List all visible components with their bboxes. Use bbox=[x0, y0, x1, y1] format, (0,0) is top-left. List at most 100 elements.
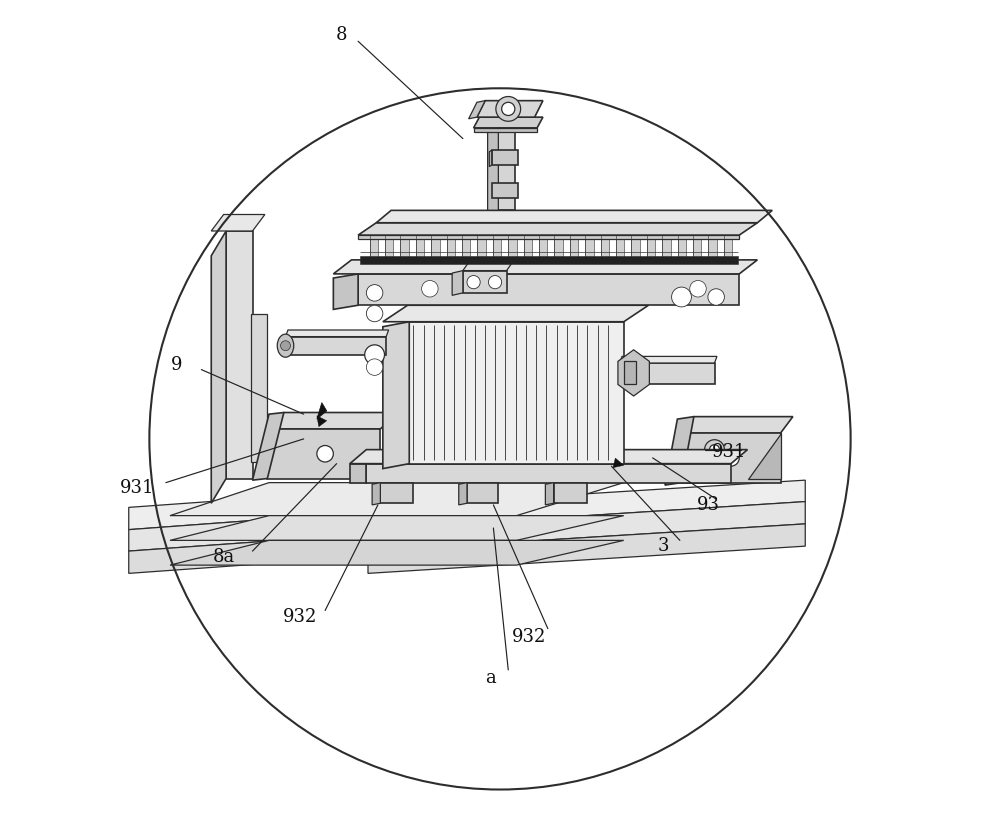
Text: 932: 932 bbox=[512, 628, 546, 646]
Polygon shape bbox=[492, 150, 518, 165]
Polygon shape bbox=[447, 235, 455, 260]
Circle shape bbox=[488, 276, 502, 289]
Polygon shape bbox=[620, 356, 717, 363]
Ellipse shape bbox=[277, 334, 294, 357]
Circle shape bbox=[705, 440, 724, 460]
Polygon shape bbox=[383, 322, 409, 469]
Polygon shape bbox=[554, 235, 563, 260]
Circle shape bbox=[366, 285, 383, 301]
Polygon shape bbox=[469, 101, 485, 119]
Polygon shape bbox=[360, 256, 738, 264]
Polygon shape bbox=[462, 235, 470, 260]
Text: a: a bbox=[485, 669, 495, 687]
Polygon shape bbox=[372, 483, 380, 505]
Polygon shape bbox=[493, 235, 501, 260]
Polygon shape bbox=[286, 330, 389, 337]
Polygon shape bbox=[333, 260, 757, 274]
Polygon shape bbox=[585, 235, 594, 260]
Polygon shape bbox=[170, 516, 624, 540]
Polygon shape bbox=[492, 183, 518, 198]
Polygon shape bbox=[624, 361, 636, 384]
Polygon shape bbox=[350, 464, 366, 483]
Polygon shape bbox=[463, 262, 512, 271]
Text: 3: 3 bbox=[658, 537, 669, 555]
Polygon shape bbox=[267, 429, 380, 478]
Circle shape bbox=[496, 97, 521, 121]
Polygon shape bbox=[317, 416, 327, 427]
Polygon shape bbox=[539, 235, 547, 260]
Polygon shape bbox=[251, 314, 267, 462]
Circle shape bbox=[317, 446, 333, 462]
Circle shape bbox=[710, 445, 719, 455]
Polygon shape bbox=[129, 502, 508, 551]
Polygon shape bbox=[333, 274, 358, 309]
Polygon shape bbox=[477, 235, 486, 260]
Polygon shape bbox=[286, 337, 386, 355]
Polygon shape bbox=[452, 271, 463, 295]
Polygon shape bbox=[474, 117, 543, 128]
Polygon shape bbox=[170, 483, 624, 516]
Polygon shape bbox=[601, 235, 609, 260]
Text: 931: 931 bbox=[120, 479, 154, 497]
Circle shape bbox=[422, 280, 438, 297]
Polygon shape bbox=[170, 540, 624, 565]
Polygon shape bbox=[508, 235, 516, 260]
Polygon shape bbox=[489, 150, 492, 167]
Polygon shape bbox=[380, 483, 413, 503]
Polygon shape bbox=[620, 363, 714, 384]
Polygon shape bbox=[524, 235, 532, 260]
Polygon shape bbox=[368, 524, 805, 573]
Polygon shape bbox=[358, 223, 757, 235]
Polygon shape bbox=[693, 235, 701, 260]
Polygon shape bbox=[400, 235, 409, 260]
Circle shape bbox=[672, 287, 691, 307]
Circle shape bbox=[723, 450, 739, 466]
Circle shape bbox=[467, 276, 480, 289]
Polygon shape bbox=[488, 128, 498, 213]
Polygon shape bbox=[368, 480, 805, 530]
Polygon shape bbox=[545, 483, 554, 505]
Polygon shape bbox=[226, 231, 253, 478]
Polygon shape bbox=[724, 235, 732, 260]
Polygon shape bbox=[368, 502, 805, 551]
Polygon shape bbox=[366, 464, 731, 483]
Polygon shape bbox=[129, 480, 508, 530]
Polygon shape bbox=[267, 412, 397, 429]
Polygon shape bbox=[748, 433, 780, 478]
Circle shape bbox=[690, 280, 706, 297]
Polygon shape bbox=[631, 235, 640, 260]
Polygon shape bbox=[682, 417, 793, 433]
Polygon shape bbox=[647, 235, 655, 260]
Polygon shape bbox=[662, 235, 671, 260]
Polygon shape bbox=[253, 412, 284, 480]
Polygon shape bbox=[370, 235, 378, 260]
Polygon shape bbox=[467, 483, 498, 503]
Polygon shape bbox=[376, 210, 772, 223]
Polygon shape bbox=[474, 128, 537, 132]
Polygon shape bbox=[409, 322, 624, 464]
Polygon shape bbox=[678, 235, 686, 260]
Polygon shape bbox=[570, 235, 578, 260]
Text: 8: 8 bbox=[336, 26, 347, 45]
Circle shape bbox=[708, 289, 724, 305]
Polygon shape bbox=[211, 231, 226, 503]
Polygon shape bbox=[416, 235, 424, 260]
Polygon shape bbox=[498, 128, 515, 210]
Polygon shape bbox=[618, 350, 649, 396]
Text: 9: 9 bbox=[171, 356, 182, 374]
Polygon shape bbox=[350, 450, 748, 464]
Polygon shape bbox=[383, 305, 648, 322]
Polygon shape bbox=[477, 101, 543, 117]
Polygon shape bbox=[665, 417, 694, 485]
Polygon shape bbox=[463, 271, 507, 293]
Polygon shape bbox=[616, 235, 624, 260]
Polygon shape bbox=[385, 235, 393, 260]
Text: 93: 93 bbox=[696, 496, 719, 514]
Polygon shape bbox=[708, 235, 717, 260]
Polygon shape bbox=[129, 524, 508, 573]
Circle shape bbox=[366, 359, 383, 375]
Polygon shape bbox=[431, 235, 440, 260]
Polygon shape bbox=[317, 403, 327, 419]
Polygon shape bbox=[358, 274, 739, 305]
Circle shape bbox=[366, 305, 383, 322]
